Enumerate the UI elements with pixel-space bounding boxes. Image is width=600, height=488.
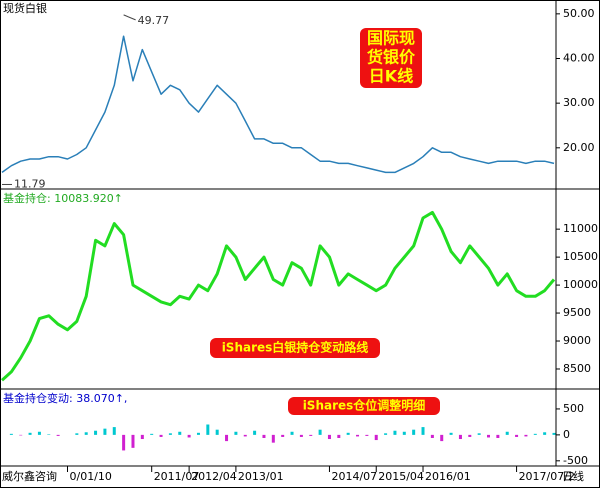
series-line: [1, 210, 556, 382]
bar: [356, 434, 360, 437]
bar: [281, 434, 285, 437]
x-tick-label: 2011/07: [154, 470, 200, 483]
y-tick-label: 10500: [563, 250, 598, 263]
y-tick-label: 0: [563, 428, 570, 441]
bar: [543, 432, 547, 435]
bar: [365, 434, 369, 436]
y-tick-label: -500: [563, 454, 588, 467]
bar: [140, 434, 144, 440]
high-label: 49.77: [138, 14, 170, 27]
bar: [318, 429, 322, 435]
source-bg: [1, 469, 63, 486]
note-box: [288, 397, 440, 415]
bar: [384, 433, 388, 435]
bar: [178, 431, 182, 435]
y-tick-label: 30.00: [563, 96, 595, 109]
bar: [533, 433, 537, 435]
x-tick-label: 2012/04: [191, 470, 237, 483]
period-label: 日线: [562, 469, 584, 483]
bar: [496, 434, 500, 438]
x-tick-label: 0/01/10: [69, 470, 111, 483]
bar: [19, 434, 23, 436]
bar: [449, 432, 453, 435]
note-box: [210, 338, 380, 358]
bar: [327, 434, 331, 440]
bar: [75, 433, 79, 435]
bar: [468, 434, 472, 437]
bar: [402, 431, 406, 435]
high-marker: [123, 14, 136, 21]
note-box: [360, 28, 422, 88]
x-tick-label: 2013/01: [238, 470, 284, 483]
note-text: 国际现: [367, 29, 415, 48]
source: 威尔鑫咨询: [2, 469, 57, 483]
bar: [84, 432, 88, 435]
bar: [9, 433, 13, 435]
bar: [440, 434, 444, 442]
bar: [253, 430, 257, 435]
bar: [187, 434, 191, 438]
panel-title: 基金持仓: 10083.920↑: [3, 191, 123, 205]
note-text: 日K线: [369, 67, 413, 86]
bar: [430, 434, 434, 438]
series-line: [1, 35, 555, 174]
y-tick-label: 50.00: [563, 7, 595, 20]
bar: [290, 431, 294, 435]
bar: [524, 434, 528, 437]
bar: [122, 434, 126, 451]
bar: [393, 430, 397, 435]
bar: [225, 434, 229, 442]
bar: [487, 434, 491, 438]
y-tick-label: 500: [563, 402, 584, 415]
bar: [271, 434, 275, 443]
bar: [262, 434, 266, 438]
y-tick-label: 9500: [563, 306, 591, 319]
y-tick-label: 11000: [563, 222, 598, 235]
low-label: 11.79: [14, 177, 46, 190]
bar: [37, 431, 41, 435]
y-tick-label: 40.00: [563, 51, 595, 64]
bar: [159, 434, 163, 437]
bar: [150, 433, 154, 435]
bar: [552, 432, 556, 435]
bar: [47, 434, 51, 435]
bar: [299, 434, 303, 437]
panel-title: 现货白银: [3, 1, 47, 15]
panel-title: 基金持仓变动: 38.070↑,: [3, 391, 127, 405]
bar: [103, 428, 107, 435]
bar: [309, 434, 313, 436]
bar: [421, 427, 425, 435]
bar: [458, 434, 462, 440]
bar: [505, 431, 509, 435]
y-tick-label: 9000: [563, 334, 591, 347]
bar: [112, 427, 116, 435]
bar: [94, 430, 98, 435]
bar: [374, 434, 378, 441]
bar: [28, 432, 32, 435]
bar: [215, 429, 219, 435]
bar: [412, 429, 416, 435]
bar: [477, 433, 481, 435]
x-tick-label: 2017/07/2: [519, 470, 575, 483]
x-tick-label: 2014/07: [331, 470, 377, 483]
y-tick-label: 20.00: [563, 141, 595, 154]
bar: [346, 432, 350, 435]
bar: [131, 434, 135, 448]
note-text: 货银价: [367, 48, 416, 67]
bar: [206, 424, 210, 435]
bar: [234, 431, 238, 435]
x-tick-label: 2015/04: [378, 470, 424, 483]
note-text: iShares白银持仓变动路线: [222, 340, 369, 355]
bar: [243, 434, 247, 437]
bar: [168, 433, 172, 435]
y-tick-label: 10000: [563, 278, 598, 291]
note-text: iShares仓位调整明细: [303, 398, 426, 413]
bar: [196, 432, 200, 435]
bar: [56, 434, 60, 436]
y-tick-label: 8500: [563, 362, 591, 375]
bar: [515, 434, 519, 437]
bar: [337, 434, 341, 438]
x-tick-label: 2016/01: [425, 470, 471, 483]
